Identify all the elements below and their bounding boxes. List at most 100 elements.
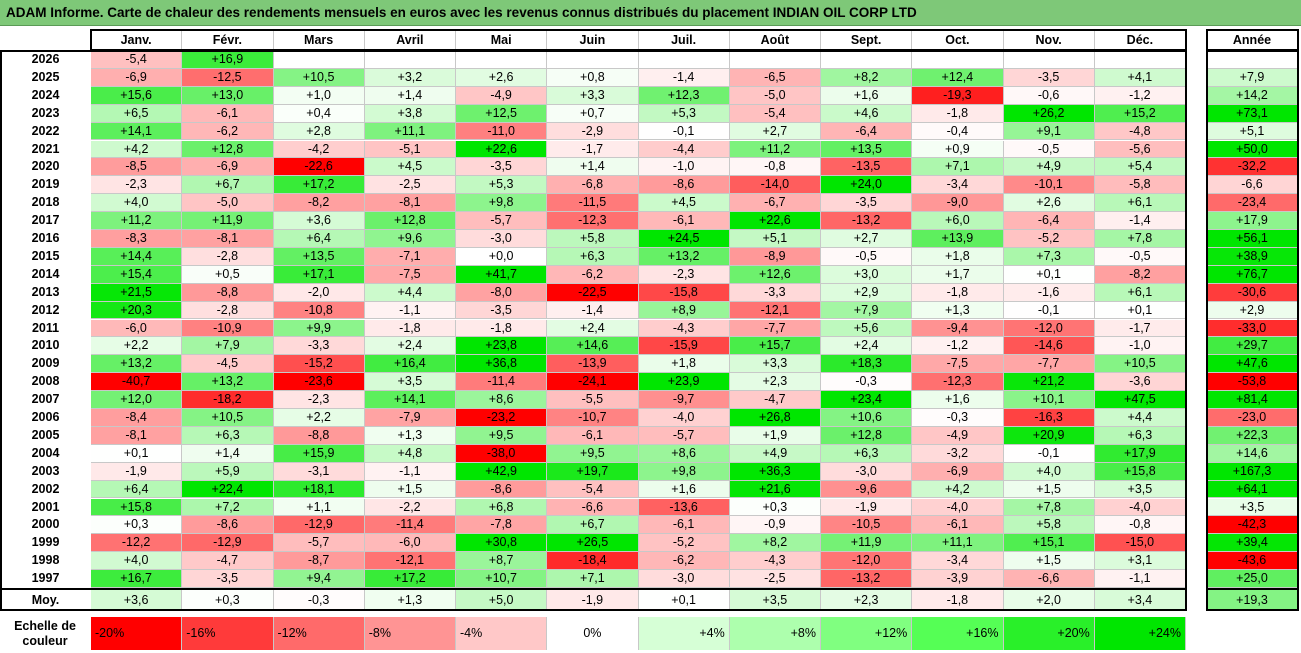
heatmap-cell: -11,4 <box>456 373 548 392</box>
heatmap-cell: +6,7 <box>182 176 274 195</box>
heatmap-cell: -2,3 <box>91 176 183 195</box>
heatmap-cell: +8,2 <box>729 534 821 553</box>
heatmap-cell: -12,3 <box>547 212 639 230</box>
heatmap-cell <box>273 51 365 69</box>
heatmap-cell: -8,6 <box>182 516 274 535</box>
heatmap-cell: -0,8 <box>729 158 821 177</box>
heatmap-cell: -2,8 <box>182 247 274 266</box>
heatmap-cell: +24,5 <box>638 230 730 248</box>
month-header: Mai <box>456 30 548 50</box>
heatmap-cell: -3,5 <box>182 570 274 588</box>
heatmap-cell: +22,4 <box>182 480 274 499</box>
heatmap-cell: -0,1 <box>1003 444 1095 463</box>
heatmap-cell: +2,4 <box>821 337 913 356</box>
heatmap-cell: -1,8 <box>364 319 456 338</box>
heatmap-cell: -4,0 <box>912 498 1004 517</box>
heatmap-cell: +3,3 <box>547 86 639 105</box>
month-header: Juil. <box>639 30 730 50</box>
heatmap-cell: -13,5 <box>821 158 913 177</box>
heatmap-cell: -5,8 <box>1094 176 1186 195</box>
heatmap-cell: +2,4 <box>364 337 456 356</box>
heatmap-cell: +1,4 <box>547 158 639 177</box>
heatmap-cell: -0,8 <box>1094 516 1186 535</box>
heatmap-cell: +9,8 <box>638 462 730 481</box>
annual-cell: -42,3 <box>1207 516 1298 535</box>
heatmap-cell: +1,5 <box>1003 480 1095 499</box>
heatmap-cell: +6,5 <box>91 104 183 123</box>
heatmap-cell: -8,4 <box>91 409 183 427</box>
heatmap-cell: +2,2 <box>273 409 365 427</box>
heatmap-cell: +21,2 <box>1003 373 1095 392</box>
heatmap-cell <box>456 51 548 69</box>
year-label: 2006 <box>31 410 60 424</box>
annual-cell: +39,4 <box>1207 534 1298 553</box>
annual-cell: +38,9 <box>1207 247 1298 266</box>
average-cell: +3,6 <box>91 590 183 610</box>
month-header: Janv. <box>91 30 183 50</box>
heatmap-cell: -4,0 <box>638 409 730 427</box>
heatmap-cell: +1,8 <box>912 247 1004 266</box>
heatmap-cell: -10,5 <box>821 516 913 535</box>
heatmap-cell: +6,4 <box>91 480 183 499</box>
heatmap-cell: -5,7 <box>456 212 548 230</box>
heatmap-cell: +8,6 <box>638 444 730 463</box>
heatmap-cell: +13,0 <box>182 86 274 105</box>
heatmap-cell: -6,0 <box>91 319 183 338</box>
heatmap-cell: +7,9 <box>821 301 913 320</box>
annual-average-separator <box>1206 588 1299 590</box>
heatmap-cell: -0,5 <box>821 247 913 266</box>
average-label: Moy. <box>31 593 60 607</box>
heatmap-cell: -4,0 <box>1094 498 1186 517</box>
heatmap-cell: -22,6 <box>273 158 365 177</box>
heatmap-cell: -11,0 <box>456 122 548 141</box>
heatmap-cell: -5,4 <box>91 51 183 69</box>
heatmap-cell: +14,1 <box>91 122 183 141</box>
month-header: Févr. <box>182 30 274 50</box>
heatmap-cell: -23,2 <box>456 409 548 427</box>
average-cell: -1,8 <box>912 590 1004 610</box>
heatmap-cell: -6,9 <box>91 68 183 87</box>
heatmap-cell: +36,3 <box>729 462 821 481</box>
heatmap-cell: +12,8 <box>364 212 456 230</box>
heatmap-cell: -11,5 <box>547 194 639 213</box>
heatmap-cell: -7,7 <box>1003 355 1095 374</box>
year-label: 2024 <box>31 87 60 102</box>
heatmap-cell: +1,5 <box>364 480 456 499</box>
average-cell: -0,3 <box>273 590 365 610</box>
heatmap-cell: +0,3 <box>91 516 183 535</box>
heatmap-cell: -8,6 <box>456 480 548 499</box>
heatmap-cell: +4,9 <box>1003 158 1095 177</box>
heatmap-cell: -7,1 <box>364 247 456 266</box>
month-header: Sept. <box>821 30 913 50</box>
heatmap-cell: +5,4 <box>1094 158 1186 177</box>
month-header: Nov. <box>1004 30 1095 50</box>
heatmap-cell: +4,0 <box>1003 462 1095 481</box>
heatmap-cell: +5,1 <box>729 230 821 248</box>
heatmap-cell: -1,7 <box>547 140 639 159</box>
heatmap-cell: +17,9 <box>1094 444 1186 463</box>
year-label: 2000 <box>31 517 60 532</box>
heatmap-cell: +17,1 <box>273 265 365 284</box>
heatmap-cell: +3,5 <box>364 373 456 392</box>
heatmap-cell: +7,1 <box>912 158 1004 177</box>
heatmap-cell: +16,4 <box>364 355 456 374</box>
heatmap-cell: -1,0 <box>1094 337 1186 356</box>
heatmap-cell: -6,2 <box>182 122 274 141</box>
annual-cell: +25,0 <box>1207 570 1298 588</box>
heatmap-cell: -3,6 <box>1094 373 1186 392</box>
heatmap-cell: -0,1 <box>638 122 730 141</box>
heatmap-cell: -5,4 <box>547 480 639 499</box>
heatmap-cell: -5,2 <box>638 534 730 553</box>
average-cell: +3,4 <box>1094 590 1186 610</box>
heatmap-cell: +47,5 <box>1094 391 1186 409</box>
heatmap-cell: +1,4 <box>182 444 274 463</box>
heatmap-cell: +15,6 <box>91 86 183 105</box>
year-label: 2002 <box>31 481 60 496</box>
heatmap-cell: +17,2 <box>364 570 456 588</box>
heatmap-cell: +15,1 <box>1003 534 1095 553</box>
heatmap-cell: +18,1 <box>273 480 365 499</box>
heatmap-cell <box>821 51 913 69</box>
heatmap-cell: +0,7 <box>547 104 639 123</box>
heatmap-cell: +11,1 <box>912 534 1004 553</box>
